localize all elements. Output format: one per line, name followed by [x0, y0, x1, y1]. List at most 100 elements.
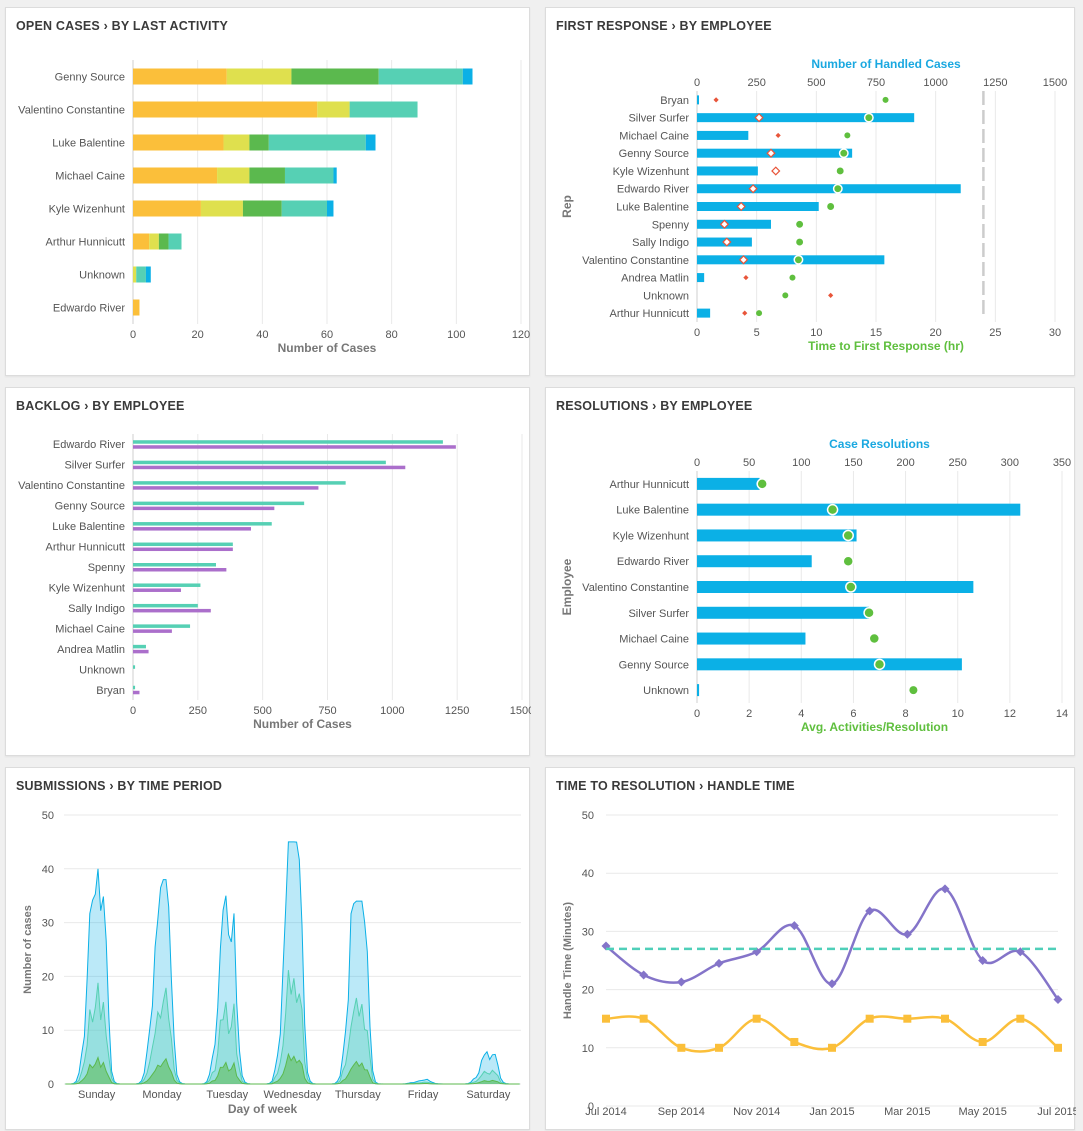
bar — [133, 588, 181, 592]
area-series — [65, 841, 520, 1084]
y-axis-title: Number of cases — [22, 905, 34, 994]
category-label: Edwardo River — [53, 303, 125, 315]
bar — [697, 632, 806, 645]
bar — [697, 658, 962, 671]
data-point — [940, 884, 950, 894]
bar — [697, 202, 819, 211]
bar-segment — [349, 101, 418, 118]
open-cases-chart: 0 20 40 60 80 100 120 Genny Source Valentino Con… — [18, 60, 530, 355]
bar — [697, 477, 760, 490]
category-label: Kyle Wizenhunt — [49, 204, 125, 216]
time-marker-a — [775, 132, 781, 139]
category-label: Luke Balentine — [52, 138, 125, 150]
category-label: Sally Indigo — [632, 237, 689, 249]
bottom-tick-label: 25 — [989, 327, 1001, 339]
top-tick-label: 1500 — [1043, 77, 1067, 89]
data-point — [677, 1043, 686, 1052]
category-label: Michael Caine — [619, 130, 689, 142]
time-marker-a — [743, 274, 749, 281]
bar-segment — [249, 167, 285, 184]
category-label: Genny Source — [55, 501, 125, 513]
bar-segment — [365, 134, 376, 151]
y-tick-label: 50 — [582, 810, 594, 822]
y-tick-label: 10 — [582, 1043, 594, 1055]
time-marker-b — [838, 148, 849, 159]
area-series — [65, 1054, 520, 1084]
bottom-tick-label: 5 — [754, 327, 760, 339]
bar — [697, 130, 749, 140]
x-tick-label: Mar 2015 — [884, 1106, 930, 1118]
x-tick-label: Friday — [408, 1089, 439, 1101]
category-label: Spenny — [88, 562, 126, 574]
bottom-tick-label: 20 — [930, 327, 942, 339]
top-tick-label: 500 — [807, 77, 825, 89]
x-tick-label: 0 — [130, 329, 136, 341]
category-label: Valentino Constantine — [18, 480, 125, 492]
top-tick-label: 0 — [694, 457, 700, 469]
bar — [697, 219, 771, 229]
time-marker-b — [835, 166, 846, 176]
category-label: Edwardo River — [53, 439, 125, 451]
bar — [133, 608, 211, 613]
time-marker-a — [738, 255, 749, 265]
x-tick-label: Jan 2015 — [809, 1106, 854, 1118]
time-marker-a — [719, 219, 730, 229]
bar — [697, 273, 705, 283]
x-tick-label: 1000 — [380, 705, 404, 717]
data-point — [1016, 1014, 1025, 1023]
area-series-line — [65, 1052, 520, 1085]
top-tick-label: 350 — [1053, 457, 1071, 469]
bar — [133, 685, 136, 690]
bar — [697, 308, 711, 318]
category-label: Arthur Hunnicutt — [610, 308, 689, 320]
bar-segment — [281, 200, 327, 217]
bar — [133, 465, 406, 470]
data-point — [941, 1014, 949, 1023]
x-tick-label: May 2015 — [959, 1106, 1007, 1118]
category-label: Genny Source — [55, 72, 125, 84]
x-axis-title: Time to First Response (hr) — [808, 339, 964, 353]
bar — [697, 555, 812, 568]
submissions-panel: SUBMISSIONS › BY TIME PERIOD 0 10 20 30 40 50… — [5, 767, 530, 1130]
panel-title: BACKLOG › BY EMPLOYEE — [16, 399, 185, 413]
category-label: Unknown — [643, 290, 689, 302]
data-point — [903, 1014, 912, 1023]
data-point — [1053, 994, 1063, 1004]
bar-segment — [217, 167, 250, 184]
time-marker-a — [754, 113, 764, 123]
x-tick-label: Wednesday — [264, 1089, 322, 1101]
category-label: Genny Source — [619, 148, 689, 160]
category-label: Andrea Matlin — [621, 273, 689, 285]
bar — [697, 503, 1021, 516]
bottom-tick-label: 6 — [850, 708, 856, 720]
bottom-tick-label: 10 — [810, 327, 822, 339]
bar — [133, 568, 227, 572]
bottom-tick-label: 10 — [952, 708, 964, 720]
x-tick-label: Tuesday — [206, 1089, 248, 1101]
data-point — [827, 979, 837, 989]
resolutions-chart: Case Resolutions 0 50 100 150 200 250 300 350 0 2 4… — [560, 437, 1071, 734]
y-tick-label: 40 — [42, 864, 54, 876]
category-label: Edwardo River — [617, 184, 689, 196]
bar — [697, 95, 699, 105]
category-label: Edwardo River — [617, 556, 689, 568]
bar — [133, 440, 443, 444]
bar — [133, 583, 201, 587]
bar-segment — [317, 101, 350, 118]
y-tick-label: 30 — [42, 918, 54, 930]
bar — [697, 684, 700, 697]
bar — [133, 506, 275, 511]
data-point — [715, 1043, 723, 1052]
data-point — [828, 1043, 836, 1052]
time-marker-a — [828, 292, 834, 298]
bar-segment — [149, 233, 159, 250]
x-axis-title: Day of week — [228, 1102, 298, 1116]
data-point — [789, 921, 799, 931]
bar-segment — [268, 134, 366, 151]
top-tick-label: 50 — [743, 457, 755, 469]
top-tick-label: 1250 — [983, 77, 1007, 89]
category-label: Genny Source — [619, 659, 689, 671]
data-point — [978, 1037, 987, 1046]
x-tick-label: 120 — [512, 329, 530, 341]
